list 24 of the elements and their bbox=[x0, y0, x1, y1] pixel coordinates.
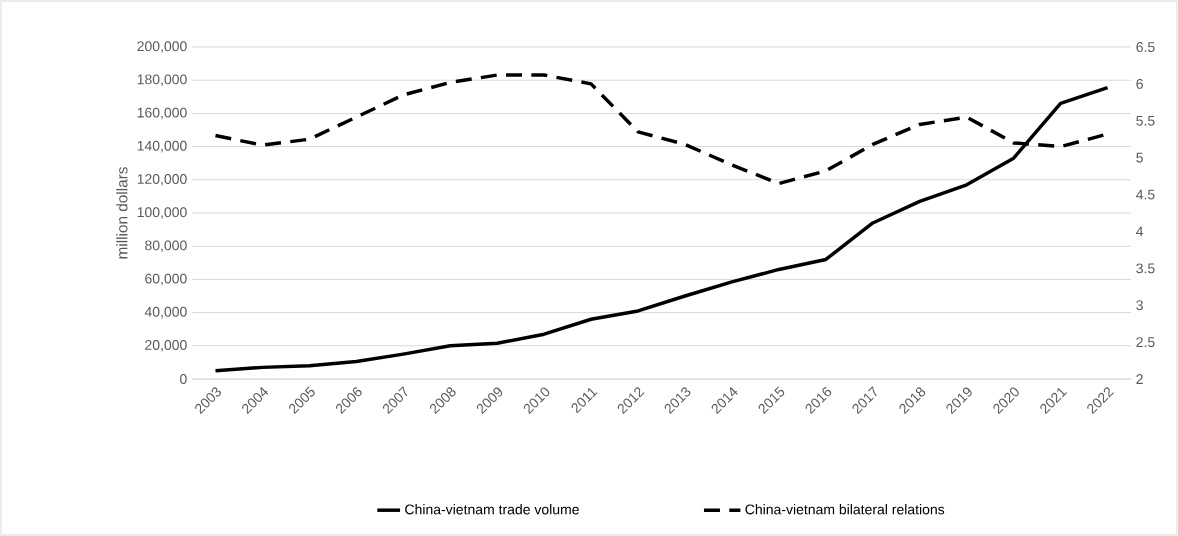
y2-tick-label: 3 bbox=[1136, 300, 1143, 311]
y-tick-label: 40,000 bbox=[144, 306, 187, 319]
y-tick-label: 20,000 bbox=[145, 340, 187, 352]
y2-tick-label: 5 bbox=[1136, 152, 1143, 163]
y-tick-label: 100,000 bbox=[137, 207, 187, 219]
y-tick-label: 0 bbox=[180, 374, 187, 384]
y-tick-label: 200,000 bbox=[137, 41, 187, 53]
legend-label: China-vietnam trade volume bbox=[405, 504, 579, 515]
y-tick-label: 60,000 bbox=[145, 273, 187, 286]
y2-tick-label: 5.5 bbox=[1136, 115, 1155, 126]
y-tick-label: 160,000 bbox=[137, 107, 187, 120]
y-axis-title: million dollars bbox=[116, 167, 128, 259]
y2-tick-label: 3.5 bbox=[1136, 263, 1155, 274]
y-tick-label: 180,000 bbox=[137, 74, 187, 86]
y2-tick-label: 4.5 bbox=[1136, 189, 1155, 200]
y2-tick-label: 6 bbox=[1136, 78, 1143, 89]
y-tick-label: 80,000 bbox=[145, 240, 187, 252]
y2-tick-label: 2.5 bbox=[1136, 337, 1155, 348]
legend-label: China-vietnam bilateral relations bbox=[745, 504, 945, 515]
y-tick-label: 120,000 bbox=[137, 174, 187, 186]
y-tick-label: 140,000 bbox=[137, 140, 187, 153]
y2-tick-label: 4 bbox=[1136, 226, 1144, 237]
y2-tick-label: 2 bbox=[1136, 374, 1143, 384]
y2-tick-label: 6.5 bbox=[1136, 42, 1155, 52]
